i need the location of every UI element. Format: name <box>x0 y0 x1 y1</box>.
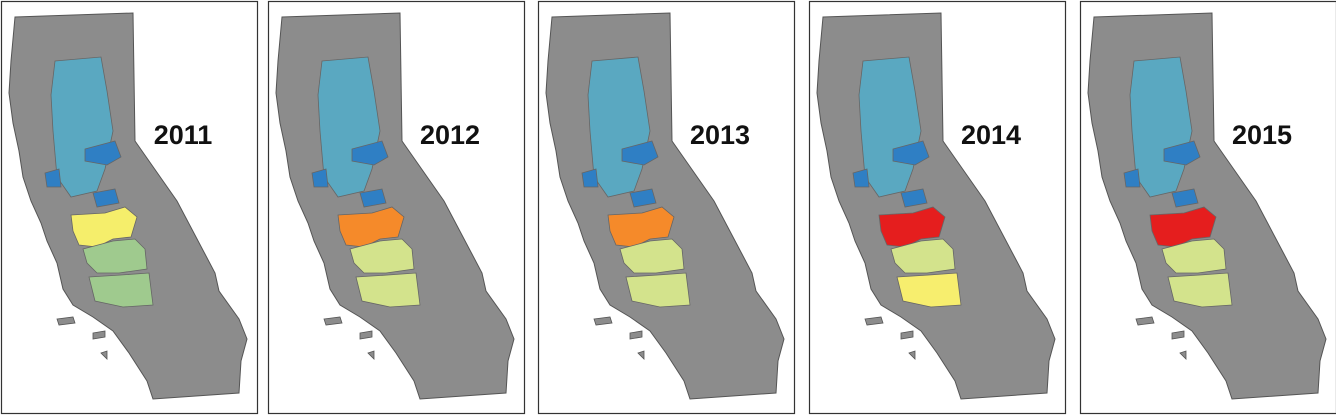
year-label: 2014 <box>961 120 1021 150</box>
county-region <box>878 206 946 248</box>
county-region <box>852 140 930 208</box>
county-region <box>1161 238 1227 274</box>
year-label: 2012 <box>420 120 480 150</box>
islands <box>593 316 645 360</box>
county-region <box>337 206 405 248</box>
year-label: 2013 <box>690 120 750 150</box>
county-region <box>890 238 956 274</box>
islands <box>1135 316 1187 360</box>
county-region <box>896 272 962 308</box>
county-region <box>625 272 691 308</box>
county-region <box>70 206 138 248</box>
county-region <box>1123 140 1201 208</box>
county-region <box>311 140 389 208</box>
map-panel: 2014 <box>808 0 1067 415</box>
year-label: 2015 <box>1232 120 1292 150</box>
islands <box>56 316 108 360</box>
year-label: 2011 <box>154 120 213 150</box>
map-panel: 2015 <box>1079 0 1336 415</box>
islands <box>323 316 375 360</box>
county-region <box>619 238 685 274</box>
county-region <box>581 140 659 208</box>
county-region <box>44 140 122 208</box>
county-region <box>355 272 421 308</box>
county-region <box>607 206 675 248</box>
map-panel: 2013 <box>537 0 796 415</box>
county-region <box>88 272 154 308</box>
county-region <box>349 238 415 274</box>
islands <box>864 316 916 360</box>
county-region <box>1167 272 1233 308</box>
map-panel: 2011 <box>0 0 259 415</box>
county-region <box>1149 206 1217 248</box>
county-region <box>82 238 148 274</box>
map-panel: 2012 <box>267 0 526 415</box>
